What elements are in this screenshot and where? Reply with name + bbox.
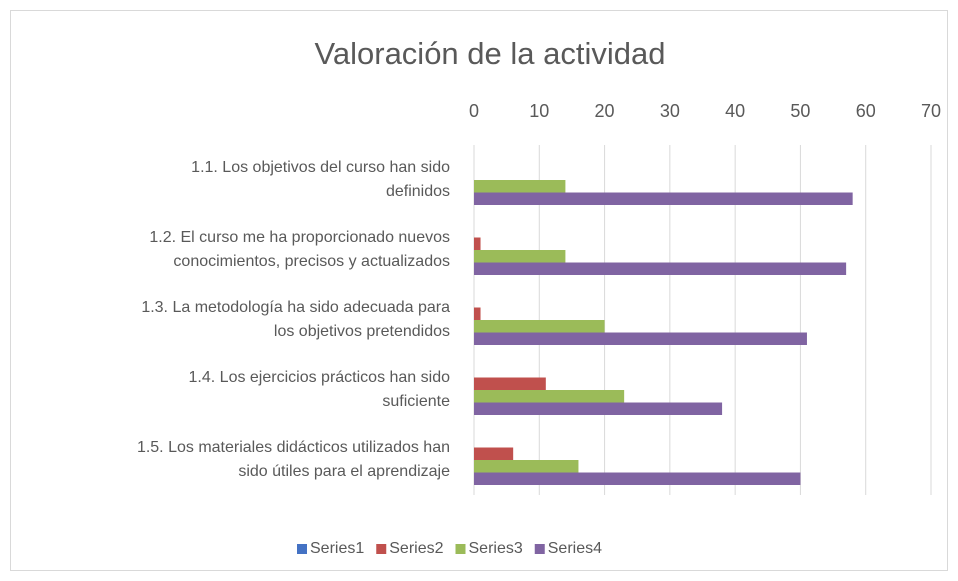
category-label: 1.1. Los objetivos del curso han sido	[191, 159, 450, 176]
bar	[474, 402, 723, 415]
bar	[474, 332, 807, 345]
bar	[474, 237, 481, 250]
chart-border	[10, 10, 948, 571]
bar	[474, 320, 605, 333]
bar	[474, 180, 566, 193]
category-label: los objetivos pretendidos	[274, 323, 450, 340]
x-tick-label: 40	[725, 101, 745, 121]
x-tick-label: 0	[469, 101, 479, 121]
legend-label: Series4	[548, 540, 602, 557]
legend-swatch	[297, 544, 307, 554]
bar	[474, 262, 847, 275]
x-tick-label: 60	[856, 101, 876, 121]
legend-label: Series1	[310, 540, 364, 557]
x-tick-label: 30	[660, 101, 680, 121]
category-label: definidos	[386, 183, 450, 200]
legend-swatch	[455, 544, 466, 554]
x-tick-label: 70	[921, 101, 941, 121]
category-label: conocimientos, precisos y actualizados	[173, 253, 450, 270]
category-label: 1.5. Los materiales didácticos utilizado…	[137, 439, 450, 456]
bar	[474, 472, 801, 485]
bar	[474, 390, 625, 403]
chart-title: Valoración de la actividad	[315, 36, 666, 71]
bar	[474, 377, 546, 390]
bar	[474, 447, 514, 460]
category-label: suficiente	[382, 393, 450, 410]
x-tick-label: 20	[595, 101, 615, 121]
legend-swatch	[534, 544, 545, 554]
legend-label: Series3	[469, 540, 523, 557]
x-tick-label: 50	[790, 101, 810, 121]
category-label: 1.2. El curso me ha proporcionado nuevos	[149, 229, 450, 246]
bar	[474, 307, 481, 320]
legend-swatch	[376, 544, 387, 554]
category-label: 1.3. La metodología ha sido adecuada par…	[141, 299, 450, 316]
bar	[474, 192, 853, 205]
bar	[474, 460, 579, 473]
legend-label: Series2	[389, 540, 443, 557]
x-tick-label: 10	[529, 101, 549, 121]
category-label: sido útiles para el aprendizaje	[238, 463, 450, 480]
category-label: 1.4. Los ejercicios prácticos han sido	[189, 369, 451, 386]
bar	[474, 250, 566, 263]
